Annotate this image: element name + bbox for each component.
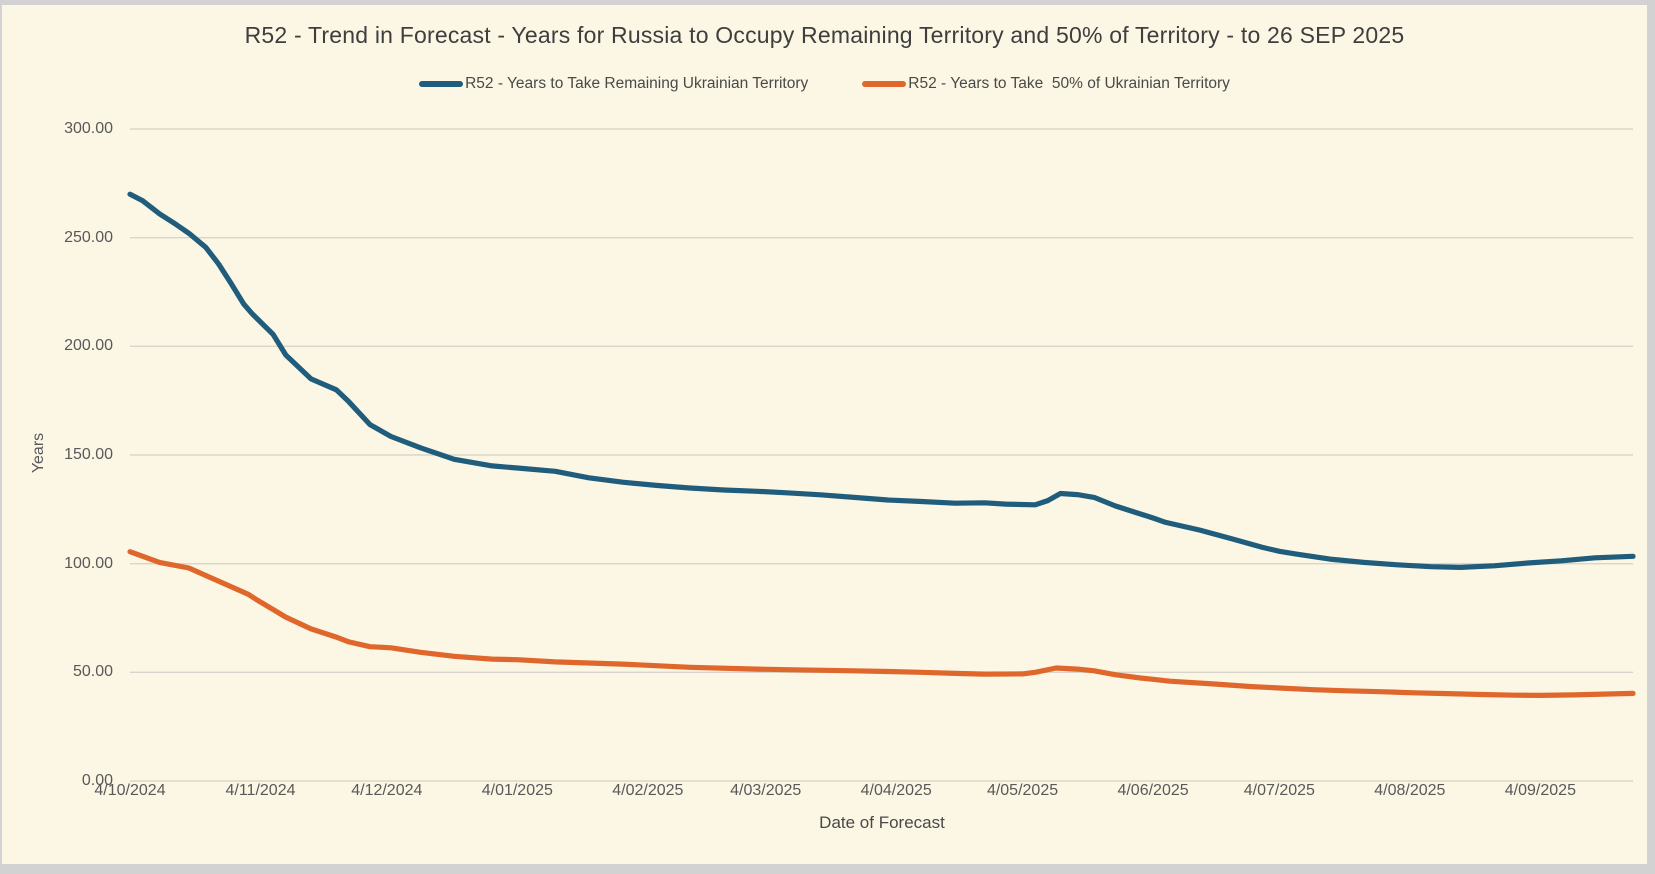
x-tick-label: 4/07/2025 (1243, 782, 1315, 799)
x-tick-label: 4/02/2025 (612, 782, 684, 799)
x-tick-label: 4/04/2025 (860, 782, 932, 799)
x-axis-title: Date of Forecast (819, 813, 945, 832)
x-tick-label: 4/10/2024 (94, 782, 166, 799)
legend: R52 - Years to Take Remaining Ukrainian … (2, 75, 1647, 93)
x-tick-label: 4/08/2025 (1374, 782, 1446, 799)
y-tick-label: 300.00 (64, 120, 113, 137)
legend-label: R52 - Years to Take 50% of Ukrainian Ter… (908, 75, 1230, 92)
x-tick-label: 4/06/2025 (1117, 782, 1189, 799)
y-tick-label: 250.00 (64, 228, 113, 246)
x-tick-label: 4/05/2025 (986, 782, 1059, 799)
y-tick-label: 100.00 (64, 554, 113, 572)
legend-item-1: R52 - Years to Take 50% of Ukrainian Ter… (862, 75, 1230, 93)
y-tick-label: 0.00 (81, 772, 113, 789)
x-tick-label: 4/11/2024 (225, 782, 296, 799)
chart-area: R52 - Trend in Forecast - Years for Russ… (2, 5, 1647, 864)
y-axis-title: Years (30, 432, 47, 474)
legend-line-swatch (862, 81, 907, 87)
y-tick-label: 200.00 (64, 337, 113, 355)
x-tick-label: 4/03/2025 (730, 782, 802, 799)
legend-label: R52 - Years to Take Remaining Ukrainian … (465, 75, 809, 92)
series-line-0 (127, 191, 1636, 571)
legend-line-swatch (419, 81, 464, 87)
y-tick-label: 50.00 (72, 663, 113, 681)
y-tick-label: 150.00 (64, 446, 113, 463)
x-tick-label: 4/09/2025 (1504, 782, 1576, 799)
x-tick-label: 4/12/2024 (351, 782, 423, 799)
series-line-1 (127, 549, 1636, 699)
chart-title: R52 - Trend in Forecast - Years for Russ… (244, 22, 1405, 48)
plot-canvas (127, 128, 1636, 782)
x-tick-label: 4/01/2025 (481, 782, 553, 799)
legend-item-0: R52 - Years to Take Remaining Ukrainian … (419, 75, 808, 93)
